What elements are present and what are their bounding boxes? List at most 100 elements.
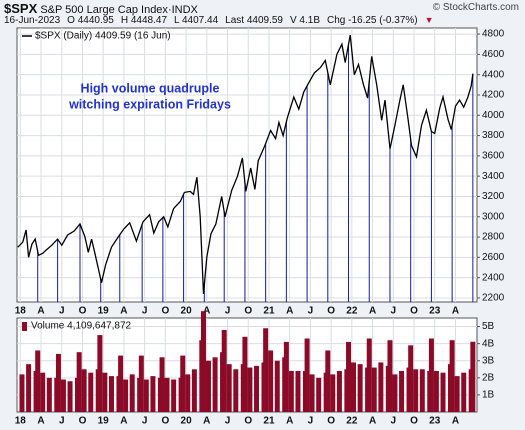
volume-bar	[449, 340, 455, 412]
header-quote: 16-Jun-2023 O 4440.95 H 4448.47 L 4407.44 L…	[4, 15, 519, 27]
volume-bar	[408, 345, 414, 412]
volume-bar	[221, 329, 227, 412]
volume-bar	[336, 370, 342, 412]
y-tick-label: 4200	[482, 90, 505, 101]
y-tick-label: 3400	[482, 171, 505, 182]
y-tick-label: 3200	[482, 191, 505, 202]
x-tick-label: 22	[346, 306, 358, 317]
volume-bar	[19, 374, 25, 412]
volume-bar	[150, 376, 156, 412]
volume-bar	[242, 336, 248, 412]
volume-bar	[316, 377, 322, 412]
volume-bar	[191, 369, 197, 412]
volume-bar	[346, 341, 352, 412]
y-tick-label: 3600	[482, 151, 505, 162]
y-tick-label: 4800	[482, 29, 505, 40]
volume-bar	[454, 376, 460, 412]
x-tick-label: A	[203, 306, 210, 317]
x-tick-label: A	[369, 416, 376, 427]
volume-bar	[357, 364, 363, 412]
x-tick-label: 18	[15, 306, 27, 317]
price-line	[17, 34, 474, 294]
x-tick-label: 23	[429, 416, 441, 427]
volume-bar	[143, 379, 149, 412]
x-tick-label: J	[142, 306, 148, 317]
volume-bar	[371, 367, 377, 412]
x-tick-label: 18	[15, 416, 27, 427]
quote-item: Chg -16.25 (-0.37%)	[327, 15, 418, 26]
quote-item: H 4448.47	[120, 15, 168, 26]
x-tick-label: 19	[98, 416, 110, 427]
y-tick-label: 4000	[482, 110, 505, 121]
x-tick-label: A	[203, 416, 210, 427]
x-tick-label: 23	[429, 306, 441, 317]
volume-bar	[295, 370, 301, 412]
volume-bar	[108, 376, 114, 412]
credit: © StockCharts.com	[432, 2, 519, 13]
volume-bar	[247, 367, 253, 412]
volume-bar	[433, 370, 439, 412]
x-tick-label: J	[59, 306, 65, 317]
y-tick-label: 4600	[482, 49, 505, 60]
volume-bar	[88, 372, 94, 412]
x-tick-label: J	[59, 416, 65, 427]
annotation: High volume quadruple	[81, 81, 220, 95]
volume-bar	[233, 369, 239, 412]
index-name: S&P 500 Large Cap Index	[40, 4, 168, 16]
quote-item: O 4440.95	[67, 15, 114, 26]
x-tick-label: 21	[263, 306, 275, 317]
volume-bar	[461, 372, 467, 412]
legend-label: Volume 4,109,647,872	[31, 321, 132, 332]
x-tick-label: O	[161, 306, 169, 317]
x-tick-label: 22	[346, 416, 358, 427]
x-tick-label: O	[161, 416, 169, 427]
x-tick-label: J	[391, 416, 397, 427]
x-tick-label: O	[327, 306, 335, 317]
volume-bar	[325, 350, 331, 412]
y-tick-label: 2400	[482, 272, 505, 283]
volume-bar	[60, 379, 66, 412]
volume-bar	[387, 340, 393, 412]
volume-bar	[330, 374, 336, 412]
volume-bar	[288, 370, 294, 412]
x-tick-label: 20	[181, 306, 193, 317]
volume-bar	[76, 352, 82, 412]
volume-bar	[440, 372, 446, 412]
volume-bar	[470, 341, 476, 412]
volume-bar	[212, 357, 218, 412]
x-tick-label: O	[79, 306, 87, 317]
x-tick-label: J	[225, 416, 231, 427]
volume-bar	[268, 350, 274, 412]
x-tick-label: A	[452, 416, 459, 427]
volume-bar	[392, 374, 398, 412]
x-tick-label: 19	[98, 306, 110, 317]
quote-item: V 4.1B	[289, 15, 321, 26]
volume-bar	[129, 374, 135, 412]
x-tick-label: J	[391, 306, 397, 317]
volume-bar	[419, 369, 425, 412]
volume-bar	[200, 311, 206, 412]
volume-bar	[26, 364, 32, 412]
y-tick-label: 2200	[482, 293, 505, 304]
legend-swatch	[22, 322, 27, 331]
x-tick-label: J	[308, 416, 314, 427]
volume-bar	[283, 341, 289, 412]
x-tick-label: J	[142, 416, 148, 427]
volume-bar	[274, 360, 280, 412]
y-tick-label: 2B	[482, 372, 495, 383]
volume-bar	[35, 350, 41, 412]
volume-bar	[304, 338, 310, 412]
x-tick-label: A	[120, 306, 127, 317]
x-tick-label: J	[225, 306, 231, 317]
x-tick-label: A	[286, 416, 293, 427]
y-tick-label: 1B	[482, 390, 495, 401]
x-tick-label: O	[244, 416, 252, 427]
volume-bar	[171, 379, 177, 412]
y-tick-label: 5B	[482, 321, 495, 332]
y-tick-label: 2800	[482, 232, 505, 243]
volume-bar	[205, 360, 211, 412]
y-tick-label: 2600	[482, 252, 505, 263]
volume-bar	[185, 374, 191, 412]
volume-bar	[102, 372, 108, 412]
